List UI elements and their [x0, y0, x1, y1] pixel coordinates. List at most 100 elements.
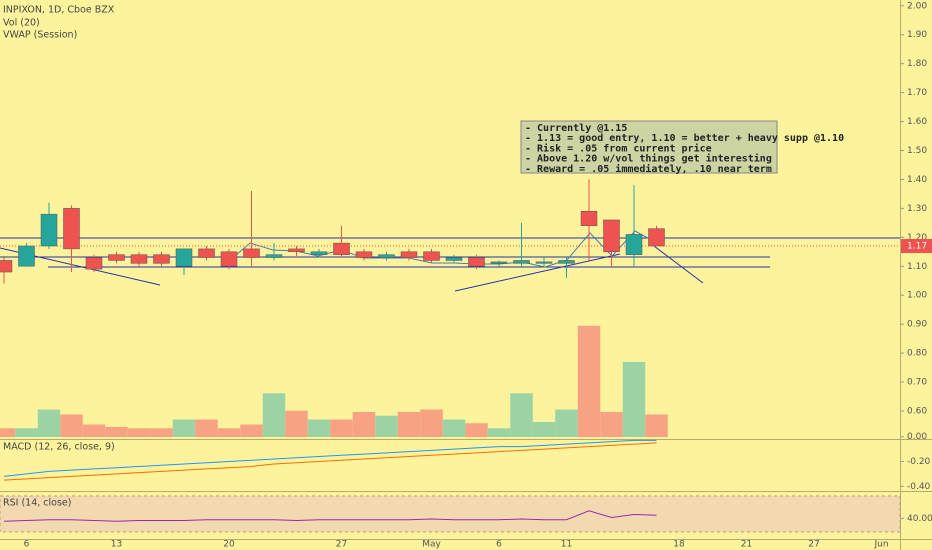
annotation: - Currently @1.15- 1.13 = good entry, 1.… [525, 123, 844, 175]
y-tick-label: 1.60 [907, 117, 927, 127]
symbol-legend: INPIXON, 1D, Cboe BZX [3, 5, 115, 16]
x-tick-label: 18 [673, 540, 685, 550]
volume-bar [105, 427, 128, 437]
candle-body [468, 257, 485, 267]
annotation-box [520, 120, 778, 174]
x-tick-label: 6 [496, 540, 502, 550]
volume-bar [285, 410, 308, 437]
annotation-line: - Reward = .05 immediately, .10 near ter… [525, 163, 772, 175]
candle-body [130, 254, 148, 264]
candle-body [535, 261, 553, 264]
volume-bar [82, 424, 106, 437]
volume-bar [240, 424, 263, 437]
volume-bar [0, 428, 16, 437]
x-tick-label: 11 [561, 540, 572, 550]
y-tick-label: -0.20 [907, 457, 931, 467]
macd-legend: MACD (12, 26, close, 9) [3, 442, 115, 453]
volume-bar [37, 409, 61, 437]
volume-bar [375, 415, 398, 437]
indicator-line [3, 510, 657, 522]
candle-body [288, 248, 305, 253]
candle-body [378, 254, 395, 258]
volume-bar [330, 419, 353, 437]
candle-body [220, 251, 238, 267]
volume-bar [397, 412, 421, 437]
volume-bar [622, 362, 646, 437]
candle-body [558, 260, 575, 264]
candle-body [513, 260, 530, 264]
volume-bar [307, 419, 331, 437]
annotation-line: - Above 1.20 w/vol things get interestin… [525, 153, 772, 165]
trend-line [454, 253, 621, 292]
y-tick-label: 40.00 [907, 514, 932, 524]
y-tick-label: 1.30 [907, 204, 927, 214]
y-tick-label: 0.90 [907, 320, 927, 330]
candle-body [18, 245, 35, 267]
x-tick-label: 27 [808, 540, 819, 550]
y-tick-label: 0.70 [907, 378, 927, 388]
last-price-label: 1.17 [907, 241, 927, 251]
y-tick-label: 1.70 [907, 88, 927, 98]
last-price-tag [901, 238, 932, 253]
volume-bar [172, 419, 196, 437]
x-tick-label: Jun [873, 540, 888, 550]
y-tick-label: 0.80 [907, 349, 927, 359]
volume-bar [645, 414, 668, 437]
y-tick-label: 0.00 [907, 432, 927, 442]
candle-body [63, 208, 80, 250]
y-tick-label: 1.40 [907, 175, 927, 185]
y-tick-label: 1.10 [907, 262, 927, 272]
volume-bar [577, 325, 601, 437]
volume-bar [510, 393, 533, 437]
volume-bar [60, 414, 83, 437]
volume-bar [420, 409, 443, 437]
volume-bar [555, 409, 578, 437]
annotation-line: - Currently @1.15 [525, 123, 627, 134]
candle-body [243, 248, 260, 258]
volume-bar [150, 428, 173, 437]
candle-body [625, 234, 643, 255]
y-tick-label: 1.50 [907, 146, 927, 156]
volume-bar [600, 412, 623, 437]
x-tick-label: 6 [24, 540, 30, 550]
annotation-line: - 1.13 = good entry, 1.10 = better + hea… [525, 133, 844, 144]
candle-body [603, 219, 620, 253]
volume-bar [465, 423, 488, 437]
rsi-band [0, 495, 901, 533]
candle-body [580, 211, 598, 226]
candle-body [108, 254, 125, 261]
volume-bar [442, 419, 466, 437]
annotation-line: - Risk = .05 from current price [525, 142, 712, 154]
y-tick-label: 1.80 [907, 59, 927, 69]
indicator-line [3, 439, 657, 477]
x-tick-label: 13 [111, 540, 122, 550]
candle-body [198, 248, 215, 258]
candle-body [40, 213, 58, 247]
indicator-legend: Vol (20) [3, 18, 40, 29]
rsi-legend: RSI (14, close) [3, 498, 71, 509]
x-tick-label: May [422, 540, 441, 550]
candle-body [355, 251, 373, 258]
y-tick-label: -0.40 [907, 482, 931, 492]
candle-body [333, 242, 350, 255]
x-tick-label: 21 [741, 540, 752, 550]
y-tick-label: 1.90 [907, 30, 927, 40]
volume-bar [15, 428, 38, 437]
trend-line [649, 242, 704, 284]
volume-bar [532, 422, 556, 437]
y-tick-label: 1.00 [907, 291, 927, 301]
y-tick-label: 0.60 [907, 406, 927, 416]
volume-bar [352, 412, 376, 437]
candle-body [153, 254, 170, 264]
candle-body [445, 257, 463, 261]
volume-bar [487, 428, 511, 437]
candle-body [0, 260, 13, 273]
x-tick-label: 27 [336, 540, 347, 550]
candle-body [175, 248, 193, 267]
candle-body [648, 228, 665, 247]
y-tick-label: 2.00 [907, 1, 927, 11]
indicator-legend: VWAP (Session) [3, 30, 77, 41]
